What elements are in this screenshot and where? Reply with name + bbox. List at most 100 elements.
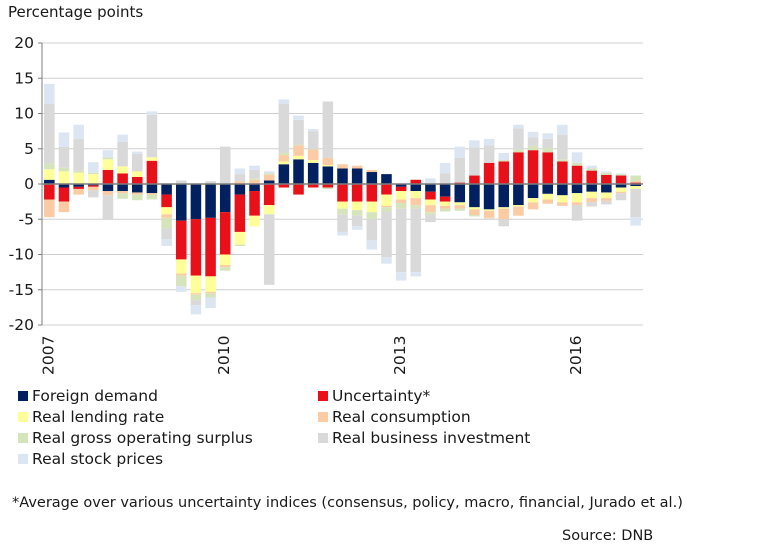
bar-segment bbox=[395, 191, 407, 200]
bar-segment bbox=[58, 187, 70, 202]
bar-segment bbox=[190, 294, 202, 301]
bar-segment bbox=[469, 215, 480, 217]
legend-swatch-real-lending-rate bbox=[18, 411, 28, 422]
bar-segment bbox=[615, 184, 627, 188]
bar-segment bbox=[219, 146, 231, 184]
bar-segment bbox=[630, 184, 641, 187]
stacked-bar-chart: 20 15 10 5 0 -5 -10 -15 -20 2007 2010 2013 2016 bbox=[9, 34, 643, 375]
bar-segment bbox=[278, 184, 290, 188]
bar-segment bbox=[615, 191, 627, 194]
bar-segment bbox=[234, 168, 246, 175]
bar-segment bbox=[454, 205, 466, 209]
bar-segment bbox=[557, 161, 568, 184]
bar-segment bbox=[395, 184, 407, 187]
bar-segment bbox=[410, 208, 422, 273]
bar-segment bbox=[278, 161, 290, 165]
bar-segment bbox=[88, 186, 99, 191]
bar-segment bbox=[88, 162, 99, 173]
bar-segment bbox=[395, 186, 407, 192]
bar-segment bbox=[234, 184, 246, 195]
bar-segment bbox=[410, 198, 422, 206]
bar-segment bbox=[498, 160, 510, 162]
bar-segment bbox=[542, 193, 553, 200]
bar-segment bbox=[586, 165, 597, 169]
bar-segment bbox=[132, 194, 143, 201]
legend-label: Real business investment bbox=[332, 428, 531, 447]
bar-segment bbox=[571, 193, 583, 203]
bar-segment bbox=[498, 207, 510, 209]
bar-segment bbox=[73, 170, 84, 173]
legend-item-real-consumption: Real consumption bbox=[318, 407, 618, 426]
bar-segment bbox=[249, 215, 260, 227]
bar-segment bbox=[469, 184, 480, 208]
bar-segment bbox=[410, 179, 422, 184]
bar-segment bbox=[351, 201, 363, 211]
bar-segment bbox=[44, 163, 55, 170]
bar-segment bbox=[146, 184, 158, 194]
bar-segment bbox=[615, 174, 627, 176]
x-tick-label: 2013 bbox=[391, 336, 409, 375]
bar-segment bbox=[454, 208, 466, 211]
legend-label: Real stock prices bbox=[32, 449, 164, 468]
bar-segment bbox=[322, 101, 334, 158]
bar-segment bbox=[293, 155, 304, 160]
bar-segment bbox=[615, 175, 627, 184]
bar-segment bbox=[615, 173, 627, 175]
bar-segment bbox=[483, 138, 495, 146]
bar-segment bbox=[542, 148, 553, 153]
bar-segment bbox=[278, 152, 290, 156]
bar-segment bbox=[278, 155, 290, 162]
bar-segment bbox=[469, 209, 480, 216]
bar-segment bbox=[381, 211, 392, 258]
legend-label: Real consumption bbox=[332, 407, 471, 426]
bar-segment bbox=[337, 164, 348, 169]
bar-segment bbox=[337, 208, 348, 215]
bar-segment bbox=[44, 169, 55, 180]
bar-segment bbox=[190, 293, 202, 295]
bar-segment bbox=[571, 152, 583, 163]
bar-segment bbox=[469, 207, 480, 210]
bar-segment bbox=[307, 162, 319, 184]
y-axis-label: Percentage points bbox=[8, 3, 144, 21]
bar-segment bbox=[307, 131, 319, 149]
x-tick-label: 2010 bbox=[215, 336, 233, 375]
bar-segment bbox=[366, 212, 378, 220]
bar-segment bbox=[557, 134, 568, 160]
bar-segment bbox=[58, 167, 70, 172]
legend-swatch-real-business-investment bbox=[318, 432, 328, 443]
bar-segment bbox=[513, 184, 524, 206]
bar-segment bbox=[44, 83, 55, 104]
bar-segment bbox=[73, 188, 84, 195]
bar-segment bbox=[469, 140, 480, 148]
bar-segment bbox=[307, 148, 319, 150]
bar-segment bbox=[454, 202, 466, 206]
legend-item-real-stock-prices: Real stock prices bbox=[18, 449, 318, 468]
y-tick-label: 10 bbox=[14, 105, 34, 123]
bar-segment bbox=[542, 152, 553, 184]
bar-segment bbox=[527, 145, 539, 151]
legend-item-foreign-demand: Foreign demand bbox=[18, 386, 318, 405]
bar-segment bbox=[146, 194, 158, 200]
bar-segment bbox=[102, 184, 114, 192]
bar-segment bbox=[205, 217, 216, 277]
bar-segment bbox=[439, 205, 451, 209]
bar-segment bbox=[395, 272, 407, 281]
bar-segment bbox=[278, 103, 290, 153]
bar-segment bbox=[425, 178, 436, 184]
bar-segment bbox=[410, 272, 422, 277]
bar-segment bbox=[395, 208, 407, 273]
legend-swatch-real-consumption bbox=[318, 411, 328, 422]
legend-item-real-gross-operating-surplus: Real gross operating surplus bbox=[18, 428, 318, 447]
bar-segment bbox=[73, 186, 84, 189]
bar-segment bbox=[381, 174, 392, 184]
bar-segment bbox=[615, 193, 627, 201]
legend-label: Uncertainty* bbox=[332, 386, 431, 405]
bar-segment bbox=[601, 184, 612, 193]
legend-item-real-business-investment: Real business investment bbox=[318, 428, 618, 447]
bar-segment bbox=[175, 180, 187, 184]
bar-segment bbox=[293, 145, 304, 156]
bar-segment bbox=[381, 194, 392, 206]
x-tick-label: 2007 bbox=[39, 336, 57, 375]
bar-segment bbox=[381, 205, 392, 208]
bar-segment bbox=[527, 202, 539, 210]
